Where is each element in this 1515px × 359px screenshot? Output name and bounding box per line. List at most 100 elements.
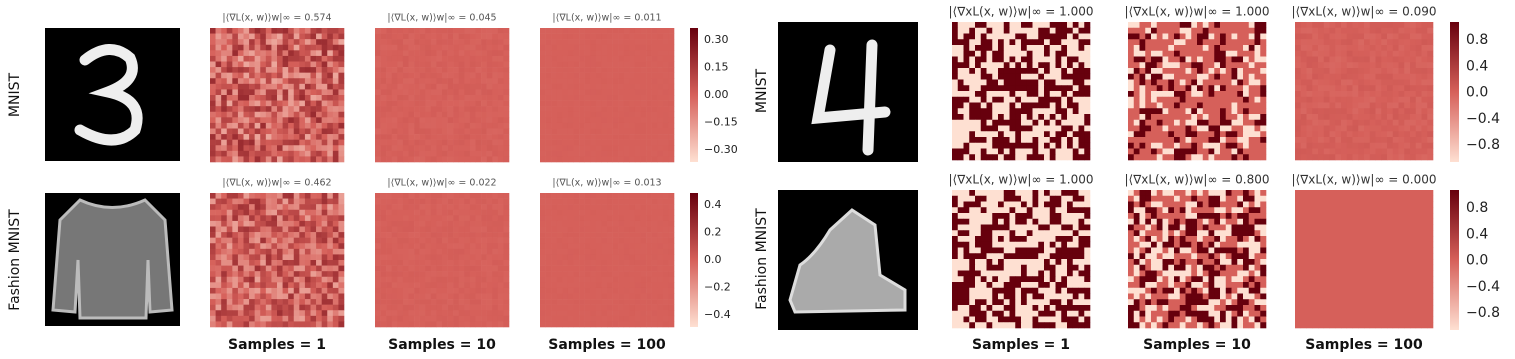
heatmap-cell (635, 254, 641, 260)
heatmap-cell (333, 151, 339, 157)
heatmap-cell (470, 254, 476, 260)
heatmap-cell (232, 249, 238, 255)
heatmap-cell (503, 95, 509, 101)
heatmap-cell (492, 271, 498, 277)
heatmap-cell (333, 129, 339, 135)
heatmap-cell (657, 112, 663, 118)
heatmap-cell (613, 288, 619, 294)
heatmap-cell (607, 282, 613, 288)
heatmap-cell (557, 78, 563, 84)
heatmap-cell (596, 210, 602, 216)
heatmap-cell (1324, 22, 1330, 28)
heatmap-cell (1410, 34, 1416, 40)
heatmap-cell (624, 288, 630, 294)
heatmap-cell (397, 56, 403, 62)
heatmap-cell (657, 249, 663, 255)
heatmap-cell (338, 62, 344, 68)
heatmap-cell (305, 238, 311, 244)
heatmap-cell (271, 227, 277, 233)
heatmap-cell (540, 67, 546, 73)
heatmap-cell (453, 56, 459, 62)
heatmap-cell (255, 294, 261, 300)
heatmap-cell (546, 266, 552, 272)
heatmap-cell (1249, 154, 1255, 160)
heatmap-cell (333, 199, 339, 205)
heatmap-cell (568, 321, 574, 327)
heatmap-cell (470, 145, 476, 151)
heatmap-cell (585, 67, 591, 73)
heatmap-cell (998, 28, 1004, 34)
heatmap-cell (431, 45, 437, 51)
heatmap-cell (1004, 22, 1010, 28)
heatmap-cell (216, 243, 222, 249)
heatmap-cell (249, 227, 255, 233)
heatmap-cell (238, 215, 244, 221)
heatmap-cell (607, 67, 613, 73)
heatmap-cell (288, 316, 294, 322)
heatmap-cell (260, 28, 266, 34)
heatmap-cell (635, 294, 641, 300)
heatmap-cell (1249, 137, 1255, 143)
heatmap-cell (311, 299, 317, 305)
heatmap-cell (1301, 108, 1307, 114)
heatmap-cell (392, 106, 398, 112)
heatmap-cell (487, 210, 493, 216)
heatmap-cell (624, 215, 630, 221)
heatmap-cell (1067, 120, 1073, 126)
heatmap-cell (1324, 97, 1330, 103)
heatmap-cell (546, 84, 552, 90)
heatmap-cell (618, 95, 624, 101)
heatmap-cell (283, 67, 289, 73)
heatmap-cell (987, 57, 993, 63)
heatmap-cell (403, 243, 409, 249)
heatmap-cell (1330, 74, 1336, 80)
heatmap-cell (283, 62, 289, 68)
heatmap-cell (397, 277, 403, 283)
heatmap-cell (557, 106, 563, 112)
heatmap-cell (453, 249, 459, 255)
heatmap-cell (244, 204, 250, 210)
heatmap-cell (470, 156, 476, 162)
heatmap-cell (414, 277, 420, 283)
heatmap-cell (646, 294, 652, 300)
heatmap-cell (386, 73, 392, 79)
heatmap-cell (657, 204, 663, 210)
heatmap-cell (210, 277, 216, 283)
heatmap-cell (305, 28, 311, 34)
heatmap-cell (431, 50, 437, 56)
heatmap-cell (271, 294, 277, 300)
heatmap-cell (992, 91, 998, 97)
heatmap-cell (498, 50, 504, 56)
heatmap-cell (216, 232, 222, 238)
heatmap-cell (464, 199, 470, 205)
heatmap-cell (305, 193, 311, 199)
heatmap-cell (1220, 28, 1226, 34)
heatmap-cell (327, 321, 333, 327)
heatmap-cell (249, 243, 255, 249)
heatmap-cell (596, 112, 602, 118)
heatmap-cell (1341, 22, 1347, 28)
heatmap-cell (420, 62, 426, 68)
heatmap-cell (1191, 62, 1197, 68)
heatmap-cell (238, 254, 244, 260)
heatmap-cell (492, 193, 498, 199)
heatmap-cell (481, 232, 487, 238)
heatmap-cell (540, 129, 546, 135)
heatmap-cell (613, 249, 619, 255)
heatmap-cell (1209, 51, 1215, 57)
heatmap-cell (244, 45, 250, 51)
heatmap-cell (403, 73, 409, 79)
heatmap-cell (652, 134, 658, 140)
heatmap-cell (540, 95, 546, 101)
heatmap-cell (629, 56, 635, 62)
heatmap-cell (1004, 91, 1010, 97)
heatmap-cell (238, 89, 244, 95)
heatmap-cell (557, 238, 563, 244)
heatmap-cell (952, 68, 958, 74)
heatmap-cell (641, 305, 647, 311)
heatmap-cell (392, 316, 398, 322)
heatmap-cell (646, 95, 652, 101)
heatmap-cell (641, 316, 647, 322)
heatmap-cell (596, 106, 602, 112)
heatmap-cell (574, 227, 580, 233)
